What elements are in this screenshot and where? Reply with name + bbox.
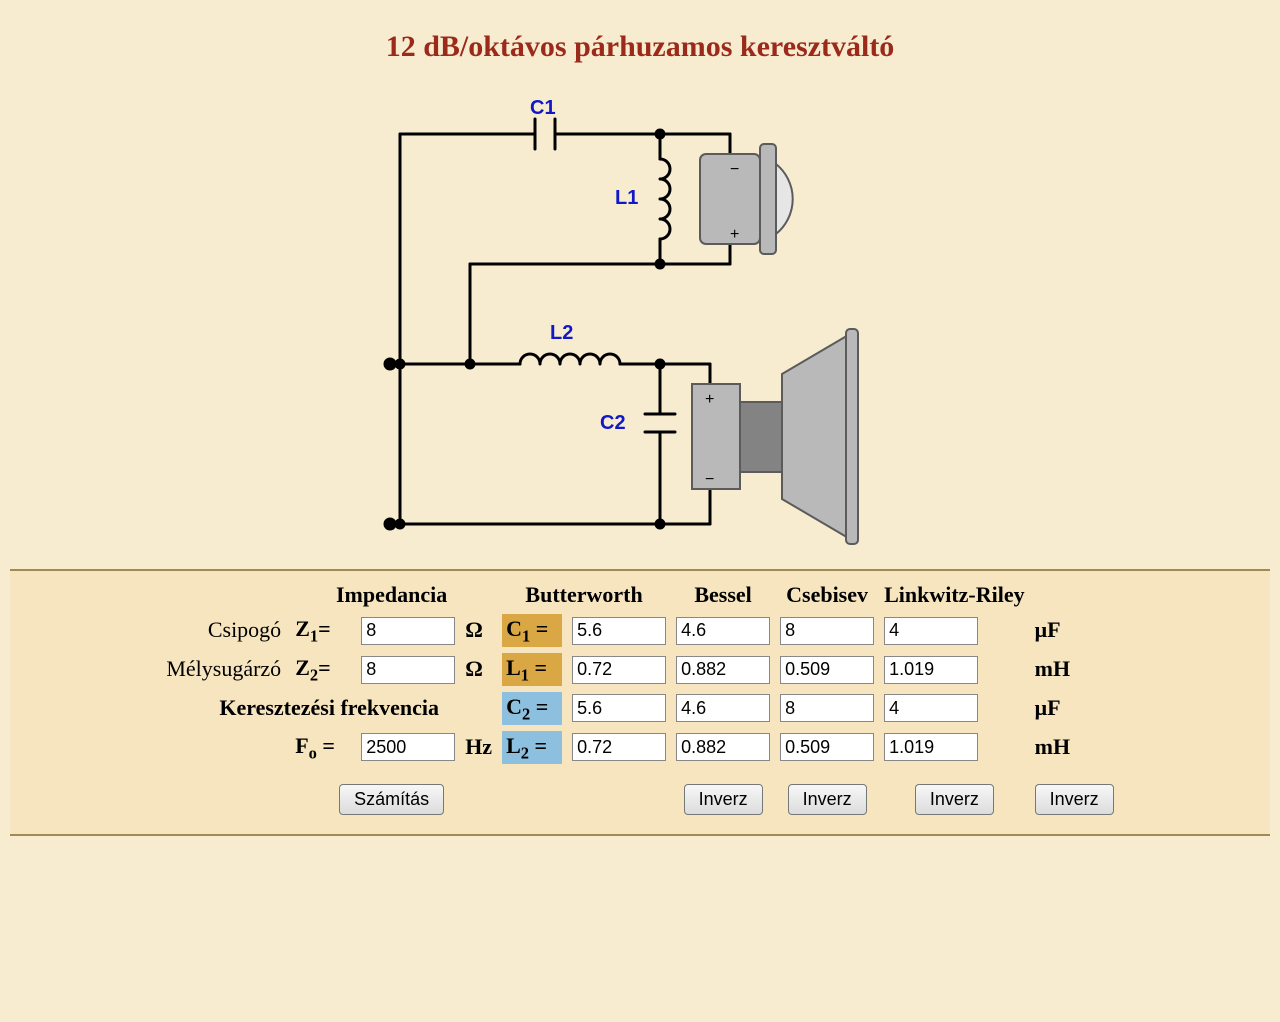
input-z2[interactable]	[361, 656, 455, 684]
compute-button[interactable]: Számítás	[339, 784, 444, 815]
header-impedance: Impedancia	[286, 579, 497, 611]
symbol-l1: L1 =	[497, 650, 567, 689]
row-label-woofer: Mélysugárzó	[161, 650, 286, 689]
unit-hz: Hz	[460, 728, 497, 767]
inverse-button-linkwitz[interactable]: Inverz	[915, 784, 994, 815]
symbol-l2: L2 =	[497, 728, 567, 767]
input-butterworth-c2[interactable]	[572, 694, 666, 722]
unit-ohm-1: Ω	[460, 611, 497, 650]
svg-text:−: −	[730, 161, 739, 178]
symbol-c1: C1 =	[497, 611, 567, 650]
input-linkwitz-c2[interactable]	[884, 694, 978, 722]
row-label-tweeter: Csipogó	[161, 611, 286, 650]
input-fo[interactable]	[361, 733, 455, 761]
svg-text:+: +	[705, 391, 714, 408]
page-title: 12 dB/oktávos párhuzamos keresztváltó	[0, 30, 1280, 64]
woofer-icon: + −	[692, 329, 858, 544]
tweeter-icon: − +	[700, 144, 793, 254]
svg-text:−: −	[705, 471, 714, 488]
label-l1: L1	[615, 187, 638, 209]
unit-ohm-2: Ω	[460, 650, 497, 689]
unit-uf-1: μF	[1030, 611, 1119, 650]
symbol-c2: C2 =	[497, 689, 567, 728]
unit-uf-2: μF	[1030, 689, 1119, 728]
input-linkwitz-c1[interactable]	[884, 617, 978, 645]
input-bessel-l2[interactable]	[676, 733, 770, 761]
header-chebyshev: Csebisev	[775, 579, 879, 611]
inverse-button-extra[interactable]: Inverz	[1035, 784, 1114, 815]
header-butterworth: Butterworth	[497, 579, 671, 611]
calculator-form: Impedancia Butterworth Bessel Csebisev L…	[10, 569, 1270, 836]
input-bessel-c1[interactable]	[676, 617, 770, 645]
inverse-button-chebyshev[interactable]: Inverz	[788, 784, 867, 815]
input-bessel-l1[interactable]	[676, 656, 770, 684]
svg-text:+: +	[730, 226, 739, 243]
input-chebyshev-l1[interactable]	[780, 656, 874, 684]
input-chebyshev-c2[interactable]	[780, 694, 874, 722]
row-label-crossover: Keresztezési frekvencia	[161, 689, 497, 728]
circuit-diagram: − + + − C1 L1 L2 C2	[360, 84, 920, 569]
input-linkwitz-l2[interactable]	[884, 733, 978, 761]
unit-mh-1: mH	[1030, 650, 1119, 689]
input-chebyshev-c1[interactable]	[780, 617, 874, 645]
unit-mh-2: mH	[1030, 728, 1119, 767]
input-bessel-c2[interactable]	[676, 694, 770, 722]
input-chebyshev-l2[interactable]	[780, 733, 874, 761]
label-l2: L2	[550, 322, 573, 344]
symbol-z2: Z2=	[286, 650, 356, 689]
symbol-z1: Z1=	[286, 611, 356, 650]
input-butterworth-l2[interactable]	[572, 733, 666, 761]
input-z1[interactable]	[361, 617, 455, 645]
inverse-button-bessel[interactable]: Inverz	[684, 784, 763, 815]
label-c1: C1	[530, 97, 556, 119]
label-c2: C2	[600, 412, 626, 434]
input-linkwitz-l1[interactable]	[884, 656, 978, 684]
symbol-fo: Fo =	[286, 728, 356, 767]
input-butterworth-c1[interactable]	[572, 617, 666, 645]
header-linkwitz: Linkwitz-Riley	[879, 579, 1030, 611]
header-bessel: Bessel	[671, 579, 775, 611]
input-butterworth-l1[interactable]	[572, 656, 666, 684]
